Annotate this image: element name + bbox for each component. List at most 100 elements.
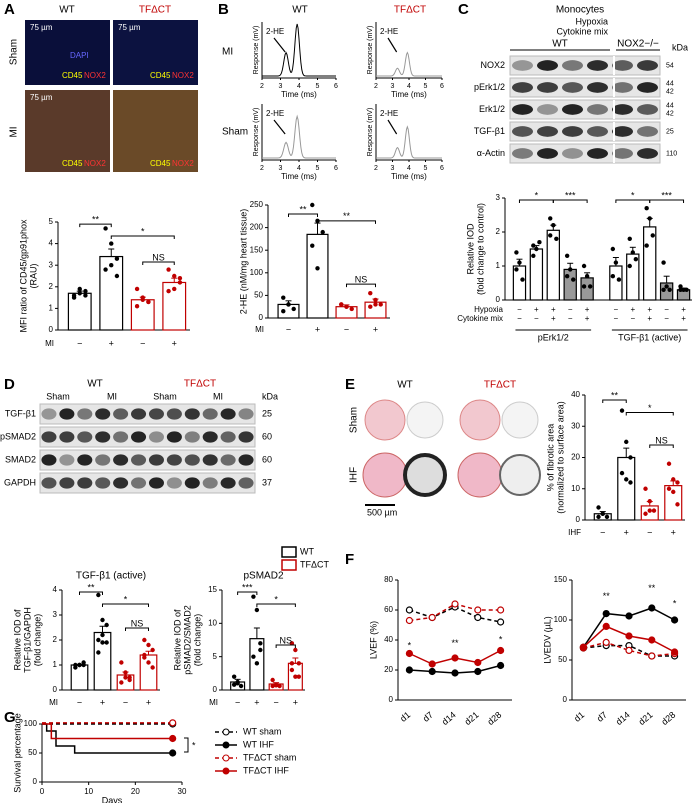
significance-bracket (602, 399, 627, 403)
data-point (114, 256, 120, 261)
data-point (666, 486, 672, 491)
data-point (100, 617, 105, 623)
data-point (142, 637, 147, 643)
row-label: Cytokine mix (457, 314, 503, 323)
legend-label: WT (300, 546, 314, 556)
x-tick-label: + (315, 324, 320, 334)
data-point (602, 622, 610, 631)
lane-label: MI (107, 391, 117, 401)
x-tick-label: d14 (614, 710, 632, 727)
data-point (109, 241, 114, 246)
blot-label: Erk1/2 (479, 104, 505, 114)
significance-bracket (615, 199, 651, 204)
data-point (667, 287, 672, 292)
data-point (296, 674, 302, 679)
x-tick-label: − (140, 338, 145, 348)
y-tick-label: 250 (250, 200, 264, 209)
data-point (534, 246, 539, 252)
data-point (134, 304, 140, 309)
blot-band (77, 408, 93, 420)
x-tick-label: + (373, 324, 378, 334)
group-label: TFΔCT (184, 379, 216, 390)
blot-band (202, 431, 218, 443)
y-tick-label: 0 (53, 685, 58, 694)
y-tick-label: 10 (208, 618, 217, 627)
y-tick-label: 150 (554, 575, 568, 584)
data-point (664, 284, 669, 289)
data-point (514, 250, 519, 255)
x-axis-label: Time (ms) (391, 90, 427, 99)
data-point (628, 455, 633, 460)
blot-band (59, 431, 75, 443)
data-point (77, 291, 82, 296)
data-point (344, 304, 349, 309)
significance-label: *** (661, 190, 672, 200)
stain-label: DAPI (70, 51, 89, 60)
scale-label: 75 µm (30, 23, 53, 32)
group-label: NOX2−/− (617, 39, 659, 50)
data-point (678, 284, 683, 289)
y-axis-label: Survival percentage (12, 713, 22, 793)
scale-label: 75 µm (30, 93, 53, 102)
x-axis-label: Time (ms) (391, 172, 427, 181)
blot-label: TGF-β1 (474, 126, 505, 136)
heart-section (403, 453, 447, 497)
y-axis-label: Response (mV) (253, 26, 260, 75)
x-tick-label: 5 (424, 83, 428, 90)
data-point (81, 662, 86, 668)
stain-label: NOX2 (84, 71, 106, 80)
panel-title: Monocytes (556, 5, 604, 16)
data-point (630, 250, 635, 255)
data-point (150, 647, 155, 653)
y-tick-label: 40 (571, 390, 580, 399)
significance-bracket (110, 235, 175, 240)
blot-band (131, 431, 147, 443)
blot-band (59, 454, 75, 466)
legend-swatch (281, 559, 297, 571)
significance-label: * (408, 640, 412, 650)
x-tick-label: 5 (316, 165, 320, 172)
peak-arrow (387, 37, 398, 53)
data-point (619, 470, 625, 476)
y-tick-label: 80 (384, 575, 393, 584)
data-point (670, 616, 679, 624)
data-point (150, 665, 155, 670)
row-label: MI (45, 339, 54, 348)
blot-band (148, 431, 164, 443)
x-tick-label: d14 (440, 710, 458, 727)
y-tick-label: 15 (208, 585, 217, 594)
blot-band (41, 454, 57, 466)
y-axis-label: (fold change) (192, 614, 202, 667)
data-point (613, 260, 619, 265)
blot-band (41, 408, 57, 420)
blot-band (512, 82, 533, 93)
data-point (119, 660, 124, 665)
y-axis-label: pSMAD2/SMAD2 (182, 605, 192, 675)
x-tick-label: + (671, 527, 676, 537)
row-value: − (568, 314, 573, 323)
data-point (671, 489, 676, 495)
data-point (661, 260, 666, 265)
y-axis-label: MFI ratio of CD45/gp91phox (18, 219, 28, 333)
data-point (604, 514, 610, 520)
chart-title: pSMAD2 (243, 571, 283, 582)
data-point (254, 607, 260, 613)
significance-label: * (499, 634, 503, 644)
blot-band (95, 454, 111, 466)
x-tick-label: 3 (279, 165, 283, 172)
panel-letter: C (458, 1, 469, 18)
data-point (96, 592, 101, 598)
heart-section (457, 452, 503, 498)
x-tick-label: 4 (407, 165, 411, 172)
blot-label: GAPDH (4, 477, 36, 487)
significance-label: ** (603, 591, 611, 601)
significance-label: ** (92, 215, 100, 225)
series-line (42, 723, 173, 740)
data-point (405, 649, 413, 658)
x-tick-label: 30 (178, 787, 187, 796)
y-axis-label: 2-HE (nM/mg heart tissue) (238, 209, 248, 315)
blot-band (41, 431, 57, 443)
data-point (571, 277, 576, 282)
data-point (619, 408, 625, 413)
y-axis-label: Relative IOD of (12, 609, 22, 671)
